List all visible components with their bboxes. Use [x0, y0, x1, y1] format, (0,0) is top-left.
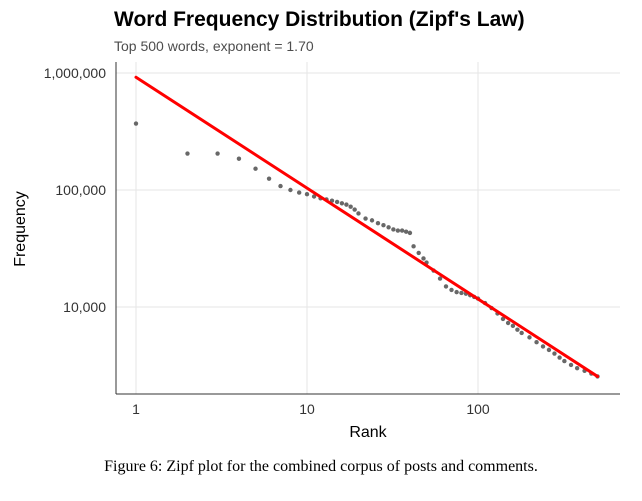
data-point — [339, 201, 345, 206]
data-point — [416, 250, 421, 256]
scatter-points — [133, 121, 600, 379]
data-point — [311, 194, 317, 199]
data-point — [437, 276, 443, 281]
data-point — [304, 192, 310, 197]
data-point — [552, 351, 557, 356]
data-point — [296, 190, 302, 195]
data-point — [399, 228, 405, 233]
x-tick-label: 10 — [299, 401, 315, 417]
zipf-fit-line — [134, 75, 600, 378]
y-tick-label: 100,000 — [55, 182, 106, 198]
y-tick-label: 1,000,000 — [44, 65, 106, 81]
data-point — [500, 316, 506, 322]
data-point — [356, 211, 361, 216]
zipf-chart: Word Frequency Distribution (Zipf's Law)… — [12, 8, 620, 441]
x-axis-title: Rank — [349, 424, 387, 441]
data-point — [288, 187, 293, 193]
data-point — [527, 335, 532, 340]
chart-subtitle: Top 500 words, exponent = 1.70 — [114, 38, 314, 54]
data-point — [562, 358, 567, 364]
figure-caption: Figure 6: Zipf plot for the combined cor… — [104, 458, 538, 475]
data-point — [363, 216, 368, 221]
data-point — [369, 218, 375, 223]
data-point — [459, 290, 464, 296]
data-point — [540, 344, 546, 349]
fit-line — [134, 75, 600, 378]
data-point — [403, 229, 409, 234]
data-point — [352, 207, 357, 212]
data-point — [510, 323, 516, 329]
data-point — [574, 365, 580, 371]
data-point — [278, 183, 283, 189]
data-point — [515, 327, 520, 332]
data-point — [185, 151, 190, 156]
chart-title: Word Frequency Distribution (Zipf's Law) — [114, 8, 525, 31]
data-point — [395, 228, 401, 233]
data-point — [557, 355, 562, 360]
data-point — [253, 166, 258, 171]
x-tick-label: 100 — [466, 401, 490, 417]
data-point — [568, 362, 574, 368]
y-axis-title: Frequency — [12, 191, 29, 267]
y-tick-label: 10,000 — [63, 299, 106, 315]
data-point — [505, 320, 511, 326]
data-point — [391, 227, 396, 232]
data-point — [546, 347, 552, 353]
data-point — [449, 287, 454, 293]
data-point — [236, 156, 242, 161]
data-point — [411, 244, 416, 249]
data-point — [344, 202, 349, 207]
data-point — [381, 223, 386, 228]
x-tick-label: 1 — [132, 401, 140, 417]
data-point — [215, 151, 220, 156]
data-point — [421, 256, 426, 261]
data-point — [133, 121, 139, 126]
data-point — [407, 230, 413, 236]
data-point — [348, 204, 353, 209]
tick-labels: 1 10 100 10,000 100,000 1,000,000 — [44, 65, 490, 417]
data-point — [443, 284, 449, 289]
data-point — [386, 225, 391, 230]
data-point — [375, 221, 381, 226]
data-point — [454, 289, 459, 295]
data-point — [334, 199, 340, 205]
axes — [115, 62, 620, 395]
data-point — [266, 176, 272, 181]
data-point — [534, 340, 539, 345]
data-point — [519, 330, 524, 336]
grid-lines — [116, 62, 620, 394]
